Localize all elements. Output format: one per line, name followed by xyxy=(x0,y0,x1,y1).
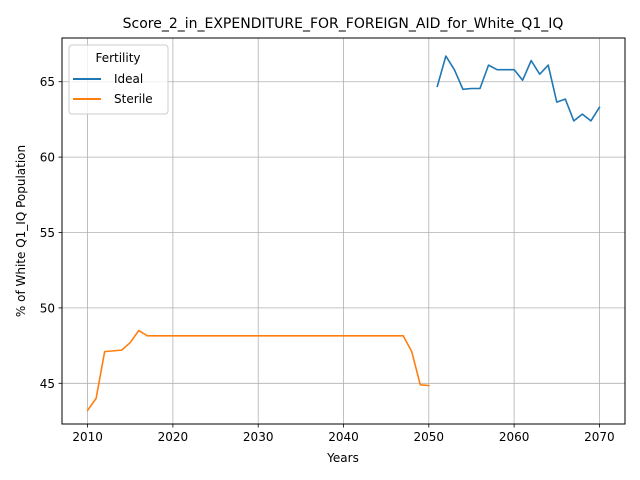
x-tick-label: 2060 xyxy=(499,430,530,444)
legend-box xyxy=(68,44,169,115)
legend-label-sterile: Sterile xyxy=(114,92,153,106)
x-tick-label: 2010 xyxy=(72,430,103,444)
legend-title: Fertility xyxy=(95,51,140,65)
y-axis-label: % of White Q1_IQ Population xyxy=(14,145,28,317)
x-axis: 2010 2020 2030 2040 2050 2060 2070 xyxy=(72,424,615,444)
y-axis: 45 50 55 60 65 xyxy=(40,75,62,391)
x-tick-label: 2040 xyxy=(328,430,359,444)
series-line-ideal xyxy=(436,55,601,122)
x-axis-label: Years xyxy=(326,451,359,465)
series-line-sterile xyxy=(86,329,430,412)
chart-title: Score_2_in_EXPENDITURE_FOR_FOREIGN_AID_f… xyxy=(123,16,564,32)
y-tick-label: 50 xyxy=(40,301,55,315)
legend: Fertility Ideal Sterile xyxy=(68,44,169,115)
x-tick-label: 2050 xyxy=(414,430,445,444)
legend-label-ideal: Ideal xyxy=(114,72,143,86)
y-tick-label: 60 xyxy=(40,151,55,165)
x-tick-label: 2030 xyxy=(243,430,274,444)
y-tick-label: 65 xyxy=(40,75,55,89)
x-tick-label: 2020 xyxy=(158,430,189,444)
series-lines xyxy=(86,55,601,412)
y-tick-label: 45 xyxy=(40,377,55,391)
y-tick-label: 55 xyxy=(40,226,55,240)
x-tick-label: 2070 xyxy=(584,430,615,444)
